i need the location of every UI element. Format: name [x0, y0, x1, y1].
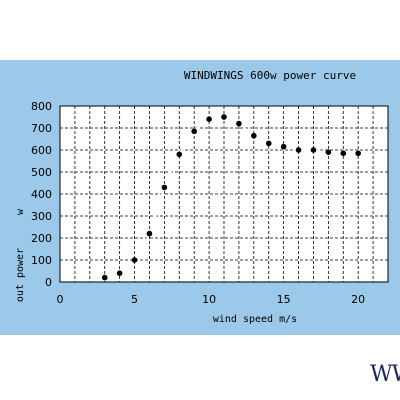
x-tick-label: 5: [131, 293, 138, 306]
grid-lines: [60, 106, 388, 282]
data-point: [340, 150, 347, 157]
x-tick-label: 15: [277, 293, 291, 306]
x-axis-label: wind speed m/s: [213, 314, 297, 325]
y-tick-label: 0: [45, 276, 52, 289]
data-point: [161, 184, 168, 191]
y-tick-label: 700: [31, 122, 52, 135]
data-point: [265, 140, 272, 147]
data-point: [325, 149, 332, 155]
data-point: [310, 147, 317, 153]
data-point: [236, 120, 242, 127]
data-point: [131, 257, 138, 263]
x-tick-label: 0: [57, 293, 64, 306]
data-point: [251, 132, 257, 139]
chart-title: WINDWINGS 600w power curve: [184, 69, 356, 82]
data-point: [206, 116, 212, 122]
y-tick-label: 300: [31, 210, 52, 223]
x-tick-label: 10: [202, 293, 216, 306]
y-tick-label: 400: [31, 188, 52, 201]
brand-logo: WW: [370, 362, 400, 387]
y-tick-label: 600: [31, 144, 52, 157]
power-curve-chart: 0 100 200 300 400 500 600 700 800 0 5 10 15 20 WINDW…: [15, 69, 389, 325]
plot-border: [59, 105, 389, 283]
data-point: [295, 147, 302, 153]
y-axis-unit: w: [15, 208, 26, 215]
data-markers: [101, 114, 361, 281]
data-point: [101, 274, 108, 281]
data-point: [116, 270, 123, 276]
y-axis-label: out power: [15, 248, 26, 302]
y-tick-label: 800: [31, 100, 52, 113]
data-point: [146, 230, 153, 237]
y-tick-label: 500: [31, 166, 52, 179]
y-axis-ticks: 0 100 200 300 400 500 600 700 800: [31, 100, 52, 289]
chart-panel: 0 100 200 300 400 500 600 700 800 0 5 10 15 20 WINDW…: [0, 60, 400, 387]
y-tick-label: 200: [31, 232, 52, 245]
data-point: [176, 151, 183, 158]
data-point: [221, 114, 227, 120]
x-axis-ticks: 0 5 10 15 20: [57, 293, 366, 306]
data-point: [280, 143, 287, 150]
data-point: [355, 150, 361, 157]
data-point: [191, 128, 197, 135]
y-tick-label: 100: [31, 254, 52, 267]
x-tick-label: 20: [351, 293, 365, 306]
